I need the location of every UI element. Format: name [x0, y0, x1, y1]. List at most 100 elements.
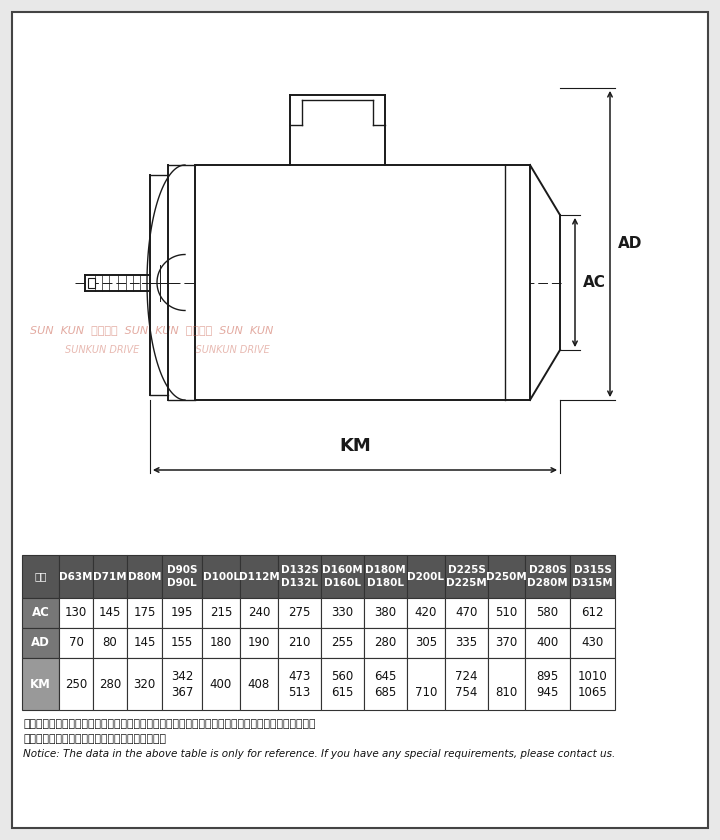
Text: 430: 430 [581, 637, 603, 649]
Bar [240, 598, 278, 628]
Text: 330: 330 [331, 606, 354, 620]
Text: D80M: D80M [127, 571, 161, 581]
Text: AC: AC [32, 606, 50, 620]
Bar [93, 628, 127, 658]
Bar [570, 555, 615, 598]
Text: 895
945: 895 945 [536, 669, 559, 699]
Text: 型号: 型号 [35, 571, 47, 581]
Text: 155: 155 [171, 637, 193, 649]
Bar [407, 598, 445, 628]
Bar [127, 628, 162, 658]
Bar [445, 555, 488, 598]
Bar [59, 555, 93, 598]
Bar [240, 555, 278, 598]
Bar [240, 658, 278, 710]
Bar [445, 658, 488, 710]
Bar [407, 658, 445, 710]
Bar [364, 658, 407, 710]
Text: 1010
1065: 1010 1065 [577, 669, 608, 699]
Text: 342
367: 342 367 [171, 669, 193, 699]
Text: 370: 370 [495, 637, 518, 649]
Bar [525, 658, 570, 710]
Text: 因空间限制对电机尺寸有要求时请向我公司咨询。: 因空间限制对电机尺寸有要求时请向我公司咨询。 [23, 734, 166, 744]
Bar [488, 555, 525, 598]
Bar [570, 598, 615, 628]
Bar [278, 628, 321, 658]
Text: 510: 510 [495, 606, 518, 620]
Bar [278, 598, 321, 628]
Text: 470: 470 [455, 606, 477, 620]
Bar [93, 598, 127, 628]
Bar [407, 555, 445, 598]
Text: 70: 70 [68, 637, 84, 649]
Text: 380: 380 [374, 606, 397, 620]
Bar [570, 658, 615, 710]
Text: SUNKUN DRIVE                  SUNKUN DRIVE: SUNKUN DRIVE SUNKUN DRIVE [65, 345, 270, 355]
Text: 195: 195 [171, 606, 193, 620]
Bar [488, 598, 525, 628]
Text: 810: 810 [495, 669, 518, 699]
Bar [278, 658, 321, 710]
Bar [59, 598, 93, 628]
Bar [88, 277, 95, 287]
Bar [202, 658, 240, 710]
Text: 280: 280 [374, 637, 397, 649]
Bar [364, 628, 407, 658]
Bar [445, 628, 488, 658]
Text: 710: 710 [415, 669, 437, 699]
Bar [525, 555, 570, 598]
Bar [22, 628, 59, 658]
Text: 645
685: 645 685 [374, 669, 397, 699]
Bar [321, 555, 364, 598]
Text: D280S
D280M: D280S D280M [527, 565, 568, 588]
Bar [321, 628, 364, 658]
Text: D112M: D112M [238, 571, 279, 581]
Bar [364, 555, 407, 598]
Bar [202, 628, 240, 658]
Text: SUN  KUN  上坤传动  SUN  KUN  上坤传动  SUN  KUN: SUN KUN 上坤传动 SUN KUN 上坤传动 SUN KUN [30, 325, 274, 335]
Text: Notice: The data in the above table is only for reference. If you have any speci: Notice: The data in the above table is o… [23, 749, 616, 759]
Text: 145: 145 [99, 606, 121, 620]
Text: D315S
D315M: D315S D315M [572, 565, 613, 588]
Text: 560
615: 560 615 [331, 669, 354, 699]
Text: 400: 400 [210, 678, 232, 690]
Text: 250: 250 [65, 678, 87, 690]
Bar [525, 598, 570, 628]
Bar [488, 658, 525, 710]
Bar [162, 555, 202, 598]
Text: 注：上表中的电机尺寸为部分铁芯长度电机的参考尺寸，具体尺寸根据铁芯长度与联接法兰尺寸确定，: 注：上表中的电机尺寸为部分铁芯长度电机的参考尺寸，具体尺寸根据铁芯长度与联接法兰… [23, 719, 315, 729]
Bar [22, 658, 59, 710]
Bar [525, 628, 570, 658]
Bar [127, 555, 162, 598]
Bar [162, 598, 202, 628]
Bar [240, 628, 278, 658]
Text: 130: 130 [65, 606, 87, 620]
Text: D100L: D100L [202, 571, 240, 581]
Text: D250M: D250M [486, 571, 527, 581]
Bar [127, 658, 162, 710]
Bar [127, 598, 162, 628]
Text: D180M
D180L: D180M D180L [365, 565, 406, 588]
Text: 400: 400 [536, 637, 559, 649]
Bar [407, 628, 445, 658]
Text: 145: 145 [133, 637, 156, 649]
Text: 240: 240 [248, 606, 270, 620]
Text: AC: AC [583, 275, 606, 290]
Text: 80: 80 [103, 637, 117, 649]
Text: D132S
D132L: D132S D132L [281, 565, 318, 588]
Bar [321, 658, 364, 710]
Bar [570, 628, 615, 658]
Text: 255: 255 [331, 637, 354, 649]
Bar [59, 658, 93, 710]
Bar [321, 598, 364, 628]
Text: D225S
D225M: D225S D225M [446, 565, 487, 588]
Text: AD: AD [31, 637, 50, 649]
Text: 420: 420 [415, 606, 437, 620]
Text: 215: 215 [210, 606, 232, 620]
Bar [202, 555, 240, 598]
Bar [445, 598, 488, 628]
Text: 275: 275 [288, 606, 311, 620]
Bar [488, 628, 525, 658]
Text: 320: 320 [133, 678, 156, 690]
Text: 408: 408 [248, 678, 270, 690]
